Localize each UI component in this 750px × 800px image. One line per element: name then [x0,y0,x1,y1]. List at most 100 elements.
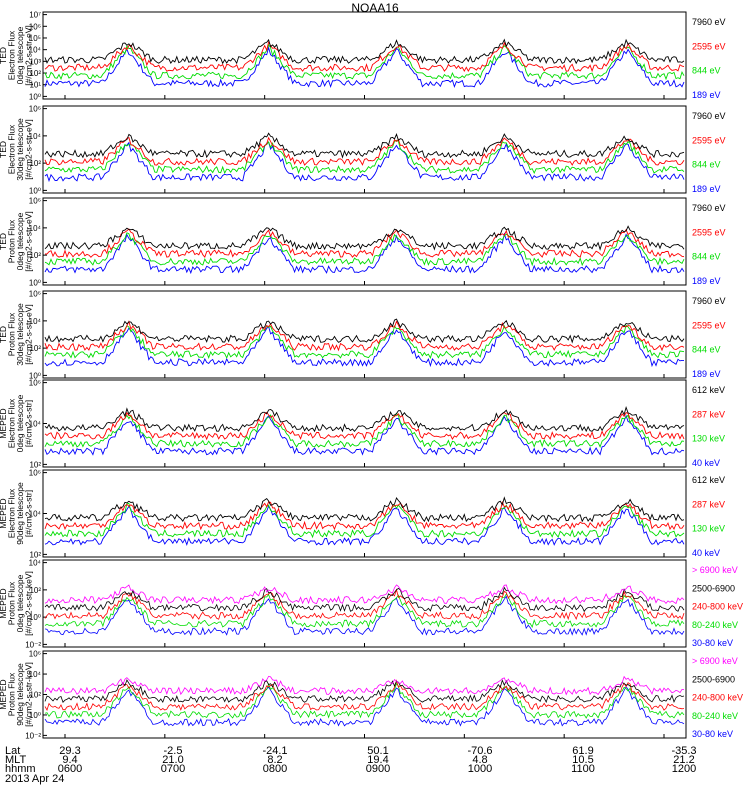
series-trace [44,232,685,275]
legend-entry: 844 eV [692,160,721,170]
panel-frame [42,650,687,739]
y-axis-label-line: Electron Flux [7,488,17,538]
y-tick-label: 10⁶ [29,197,41,206]
y-axis-label-line: [#/cm2-s-str] [24,490,34,537]
legend-entry: 844 eV [692,345,721,355]
y-tick-label: 10² [29,251,41,260]
y-tick-label: 10⁰ [29,186,41,195]
y-tick-label: 10² [29,69,41,78]
series-trace [44,225,685,251]
panel-frame [42,379,687,468]
y-tick-label: 10⁶ [29,290,41,299]
y-tick-label: 10⁶ [29,22,41,31]
series-trace [44,595,685,636]
series-trace [44,586,685,613]
y-axis-label-line: [#/cm2-s-str-keV] [24,571,34,636]
series-trace [44,40,685,73]
series-trace [44,136,685,166]
y-axis-label-line: 0deg telescope [15,574,25,632]
y-tick-label: 10⁶ [29,650,41,659]
y-tick-label: 10⁰ [29,711,41,720]
y-tick-label: 10⁴ [29,510,42,519]
legend-entry: 189 eV [692,369,721,379]
y-axis-label-line: Electron Flux [7,30,17,80]
y-tick-label: 10² [29,691,41,700]
y-tick-label: 10⁴ [29,224,42,233]
y-tick-label: 10⁰ [29,278,41,287]
series-trace [44,500,685,531]
y-axis-label-line: Proton Flux [7,219,17,263]
y-tick-label: 10⁴ [29,670,42,679]
panel-meped-e-90: 10² 10⁴ 10⁶ MEPEDElectron Flux90deg telesco… [0,469,725,560]
y-tick-label: 10² [29,460,41,469]
y-tick-label: 10² [29,586,41,595]
legend-entry: 40 keV [692,458,720,468]
y-tick-label: 10⁰ [29,613,41,622]
y-axis-label-line: TED [0,233,8,250]
panel-meped-p-0: 10⁻² 10⁰ 10² 10⁴ MEPEDProton Flux0deg telesc… [0,559,743,650]
legend-entry: 30-80 keV [692,638,733,648]
series-trace [44,228,685,259]
legend-entry: > 6900 keV [692,565,738,575]
series-trace [44,496,685,523]
legend-entry: 40 keV [692,548,720,558]
legend-entry: 130 keV [692,524,725,534]
series-trace [44,593,685,629]
y-tick-label: 10⁴ [29,132,42,141]
legend-entry: 7960 eV [692,111,726,121]
y-axis-label-line: 0deg telescope [15,212,25,270]
y-axis-label: TEDElectron Flux0deg telescope[#/cm2-s-s… [0,25,34,85]
legend-entry: 30-80 keV [692,729,733,739]
y-axis-label-line: 90deg telescope [15,663,25,726]
y-tick-label: 10⁰ [29,92,41,101]
y-axis-label: MEPEDProton Flux0deg telescope[#/cm2-s-s… [0,571,34,636]
series-trace [44,502,685,539]
legend-entry: 2595 eV [692,320,726,330]
series-trace [44,325,684,368]
y-axis-label-line: MEPED [0,498,8,528]
series-trace [44,38,685,65]
legend-entry: > 6900 keV [692,656,738,666]
y-tick-label: 10⁶ [29,105,41,114]
y-axis-label: TEDElectron Flux30deg telescope[#/cm2-s-… [0,118,34,181]
y-axis-label-line: 0deg telescope [15,394,25,452]
series-trace [44,406,685,433]
y-axis-label: TEDProton Flux0deg telescope[#/cm2-s-str… [0,211,34,271]
panel-frame [42,290,687,379]
legend-entry: 7960 eV [692,296,726,306]
panel-ted-e-30: 10⁰ 10² 10⁴ 10⁶ TEDElectron Flux30deg telesc… [0,105,726,196]
series-trace [44,682,685,719]
panel-meped-p-90: 10⁻² 10⁰ 10² 10⁴ 10⁶ MEPEDProton Flux90deg te… [0,650,743,741]
y-tick-label: 10⁵ [29,34,41,43]
panel-ted-p-0: 10⁰ 10² 10⁴ 10⁶ TEDProton Flux0deg telescope… [0,197,726,288]
y-axis-label-line: 30deg telescope [15,118,25,181]
panel-frame [42,559,687,648]
y-axis-label: MEPEDElectron Flux0deg telescope[#/cm2-s… [0,394,34,452]
y-axis-label-line: 0deg telescope [15,26,25,84]
series-trace [44,679,685,704]
legend-entry: 189 eV [692,276,721,286]
y-tick-label: 10³ [29,57,41,66]
legend-entry: 189 eV [692,184,721,194]
y-axis-label-line: MEPED [0,408,8,438]
y-axis-label-line: TED [0,47,8,64]
y-axis-label-line: [#/cm2-s-str-eV] [24,211,34,271]
y-axis-label-line: [#/cm2-s-str] [24,400,34,447]
legend-entry: 844 eV [692,252,721,262]
series-trace [44,318,685,344]
legend-entry: 287 keV [692,499,725,509]
y-tick-label: 10⁷ [29,11,41,20]
series-trace [44,43,685,81]
legend-entry: 7960 eV [692,203,726,213]
series-trace [44,232,685,267]
y-tick-label: 10¹ [29,81,41,90]
y-tick-label: 10⁻² [25,731,41,740]
legend-entry: 189 eV [692,90,721,100]
legend-entry: 80-240 keV [692,711,738,721]
series-trace [44,132,685,159]
series-trace [44,679,685,711]
panel-ted-p-30: 10⁰ 10² 10⁴ 10⁶ TEDProton Flux30deg telescop… [0,290,726,381]
legend-entry: 287 keV [692,409,725,419]
legend-entry: 612 keV [692,475,725,485]
legend-entry: 612 keV [692,385,725,395]
